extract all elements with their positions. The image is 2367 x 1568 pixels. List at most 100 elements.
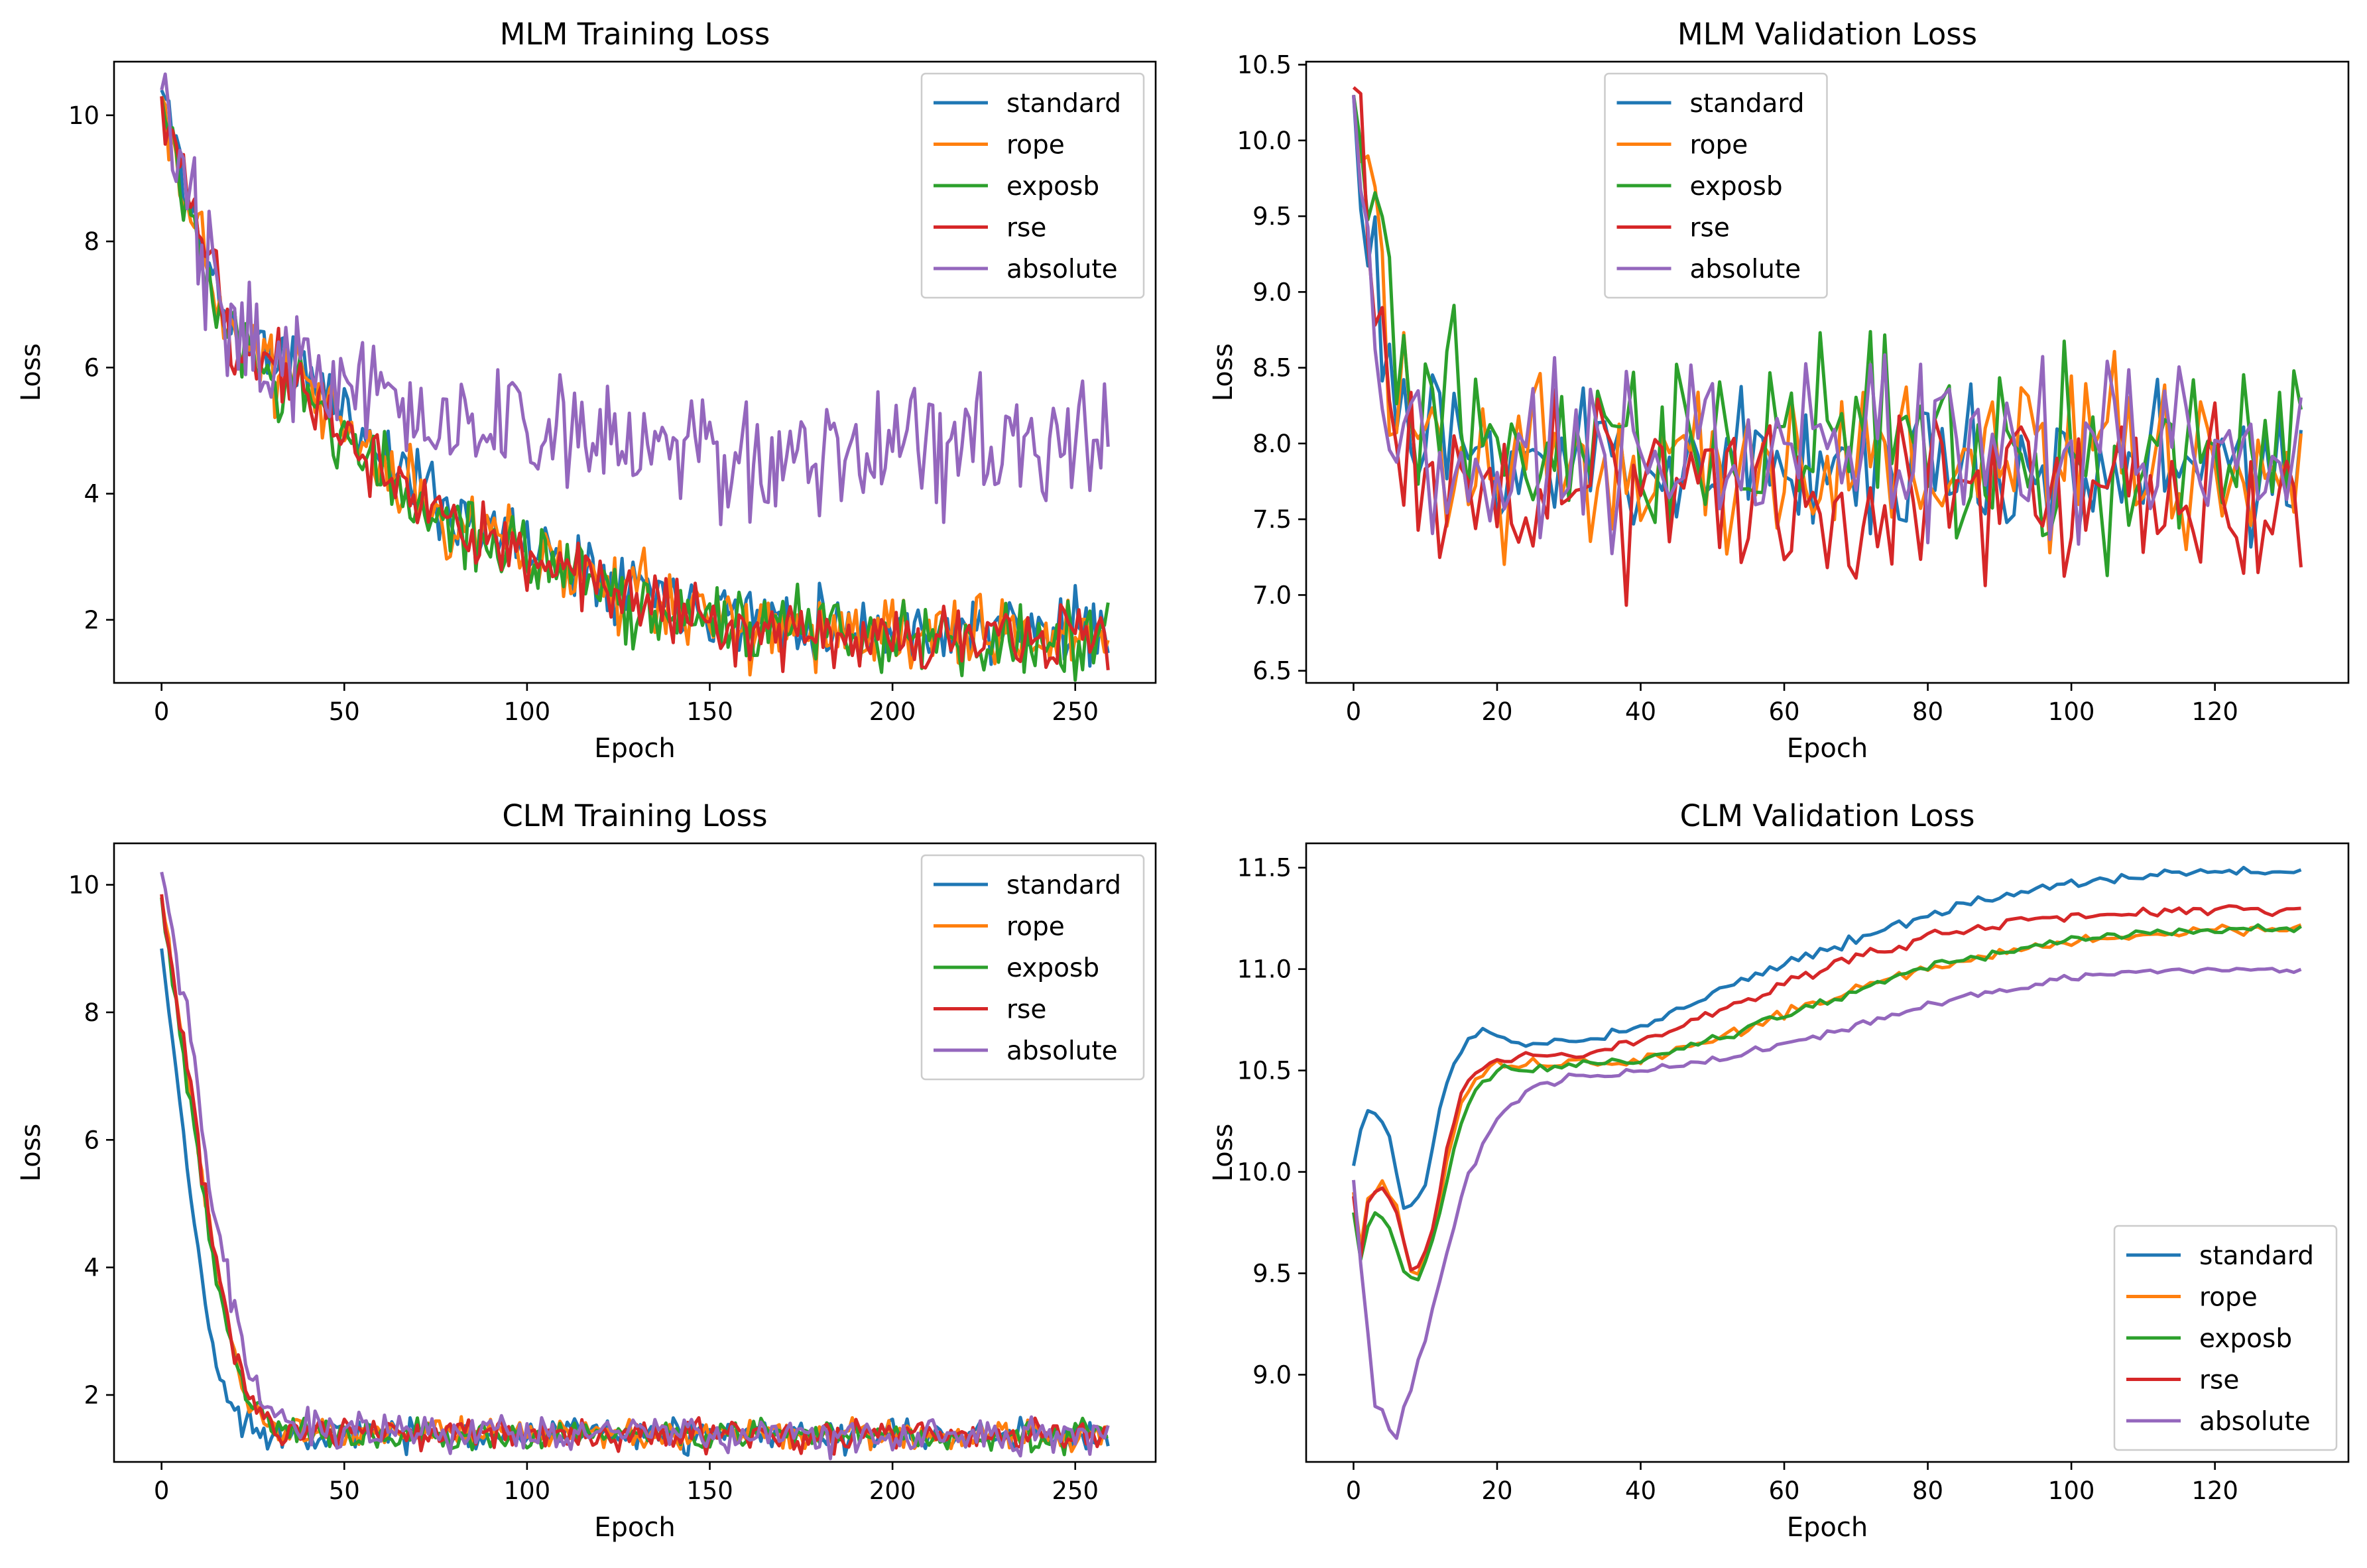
x-tick-label: 50 xyxy=(329,697,360,726)
series-lines xyxy=(1352,865,2302,1440)
legend: standard rope exposb rse absolute xyxy=(920,72,1145,299)
plot-frame xyxy=(113,842,1157,1463)
y-axis-label: Loss xyxy=(1208,343,1239,402)
y-tick-label: 7.5 xyxy=(1252,505,1292,534)
y-tick-label: 10 xyxy=(68,871,99,900)
y-axis-label: Loss xyxy=(1208,1124,1239,1182)
legend-frame xyxy=(920,72,1145,299)
y-tick-label: 9.5 xyxy=(1252,202,1292,231)
legend-label-rope: rope xyxy=(1690,131,1748,160)
y-tick-label: 10.5 xyxy=(1237,51,1292,80)
legend-label-standard: standard xyxy=(2199,1241,2314,1271)
legend-frame xyxy=(2113,1225,2338,1451)
chart-panel-2: 0 20 40 60 80 100 120 6.5 7.0 7.5 8.0 8.5 9.0 9.5 10.0… xyxy=(1208,17,2350,764)
x-tick-label: 100 xyxy=(504,1477,551,1505)
legend-label-exposb: exposb xyxy=(1006,172,1099,202)
y-tick-label: 10.5 xyxy=(1237,1057,1292,1085)
legend-label-standard: standard xyxy=(1006,871,1121,900)
x-tick-label: 50 xyxy=(329,1477,360,1505)
legend-label-rope: rope xyxy=(1006,912,1065,942)
legend-label-rse: rse xyxy=(2199,1366,2239,1396)
plot-frame xyxy=(113,60,1157,684)
y-axis-label: Loss xyxy=(16,343,46,402)
y-tick-label: 9.0 xyxy=(1252,278,1292,306)
x-tick-label: 0 xyxy=(1346,697,1362,726)
legend-label-rse: rse xyxy=(1690,213,1730,243)
x-tick-label: 150 xyxy=(686,1477,733,1505)
series-line-rope xyxy=(1352,95,2303,566)
y-tick-label: 8.0 xyxy=(1252,430,1292,458)
y-tick-label: 9.0 xyxy=(1252,1360,1292,1389)
series-lines xyxy=(1352,86,2303,607)
series-line-rse xyxy=(1352,86,2303,607)
series-line-absolute xyxy=(1352,95,2303,556)
x-tick-label: 100 xyxy=(504,697,551,726)
y-tick-label: 2 xyxy=(84,606,99,634)
series-line-absolute xyxy=(1352,967,2302,1440)
y-tick-label: 4 xyxy=(84,480,99,509)
chart-title: MLM Validation Loss xyxy=(1677,17,1977,52)
legend-label-absolute: absolute xyxy=(1006,1036,1118,1066)
chart-title: CLM Training Loss xyxy=(502,798,767,833)
legend-label-exposb: exposb xyxy=(1690,172,1783,202)
x-tick-label: 20 xyxy=(1481,697,1512,726)
legend-label-exposb: exposb xyxy=(2199,1324,2292,1354)
legend-label-absolute: absolute xyxy=(1006,255,1118,284)
series-line-absolute xyxy=(160,871,1110,1461)
legend-label-standard: standard xyxy=(1006,89,1121,119)
series-line-standard xyxy=(1352,865,2302,1210)
chart-panel-3: 0 50 100 150 200 250 2 4 6 8 10 CLM Training Loss Ep… xyxy=(16,798,1157,1543)
y-axis-label: Loss xyxy=(16,1124,46,1182)
legend-frame xyxy=(920,854,1145,1081)
legend-label-rope: rope xyxy=(2199,1283,2258,1313)
legend: standard rope exposb rse absolute xyxy=(2113,1225,2338,1451)
y-tick-label: 11.0 xyxy=(1237,955,1292,984)
chart-title: MLM Training Loss xyxy=(500,17,770,52)
x-tick-label: 40 xyxy=(1625,1477,1656,1505)
plot-frame xyxy=(1305,60,2350,684)
y-tick-label: 6.5 xyxy=(1252,657,1292,686)
x-tick-label: 80 xyxy=(1912,1477,1943,1505)
y-tick-label: 8.5 xyxy=(1252,354,1292,383)
x-tick-label: 250 xyxy=(1052,697,1099,726)
x-axis-label: Epoch xyxy=(1787,733,1868,764)
x-axis-label: Epoch xyxy=(1787,1512,1868,1543)
x-tick-label: 0 xyxy=(154,1477,170,1505)
y-tick-label: 4 xyxy=(84,1254,99,1282)
y-tick-label: 9.5 xyxy=(1252,1260,1292,1288)
chart-panel-1: 0 50 100 150 200 250 2 4 6 8 10 MLM Training Loss Ep… xyxy=(16,17,1157,764)
y-tick-label: 7.0 xyxy=(1252,581,1292,609)
legend-label-absolute: absolute xyxy=(1690,255,1801,284)
x-tick-label: 80 xyxy=(1912,697,1943,726)
y-tick-label: 8 xyxy=(84,227,99,256)
legend-label-standard: standard xyxy=(1690,89,1805,119)
x-tick-label: 40 xyxy=(1625,697,1656,726)
series-line-rse xyxy=(160,96,1110,674)
legend-frame xyxy=(1604,72,1828,299)
x-tick-label: 100 xyxy=(2048,697,2095,726)
y-tick-label: 11.5 xyxy=(1237,854,1292,882)
x-axis-label: Epoch xyxy=(594,733,675,764)
x-axis-label: Epoch xyxy=(594,1512,675,1543)
series-lines xyxy=(160,871,1110,1461)
x-tick-label: 250 xyxy=(1052,1477,1099,1505)
x-tick-label: 60 xyxy=(1768,697,1799,726)
x-tick-label: 200 xyxy=(869,697,916,726)
y-tick-label: 6 xyxy=(84,1126,99,1154)
legend: standard rope exposb rse absolute xyxy=(920,854,1145,1081)
series-line-rse xyxy=(1352,904,2301,1272)
plot-frame xyxy=(1305,842,2350,1463)
chart-title: CLM Validation Loss xyxy=(1680,798,1975,833)
legend-label-rse: rse xyxy=(1006,213,1046,243)
legend-label-rse: rse xyxy=(1006,995,1046,1025)
x-tick-label: 0 xyxy=(154,697,170,726)
x-tick-label: 0 xyxy=(1346,1477,1362,1505)
y-tick-label: 10.0 xyxy=(1237,127,1292,155)
legend-label-exposb: exposb xyxy=(1006,953,1099,983)
x-tick-label: 100 xyxy=(2048,1477,2095,1505)
y-tick-label: 10 xyxy=(68,101,99,130)
series-lines xyxy=(160,72,1110,682)
y-tick-label: 10.0 xyxy=(1237,1158,1292,1187)
x-tick-label: 120 xyxy=(2191,697,2238,726)
